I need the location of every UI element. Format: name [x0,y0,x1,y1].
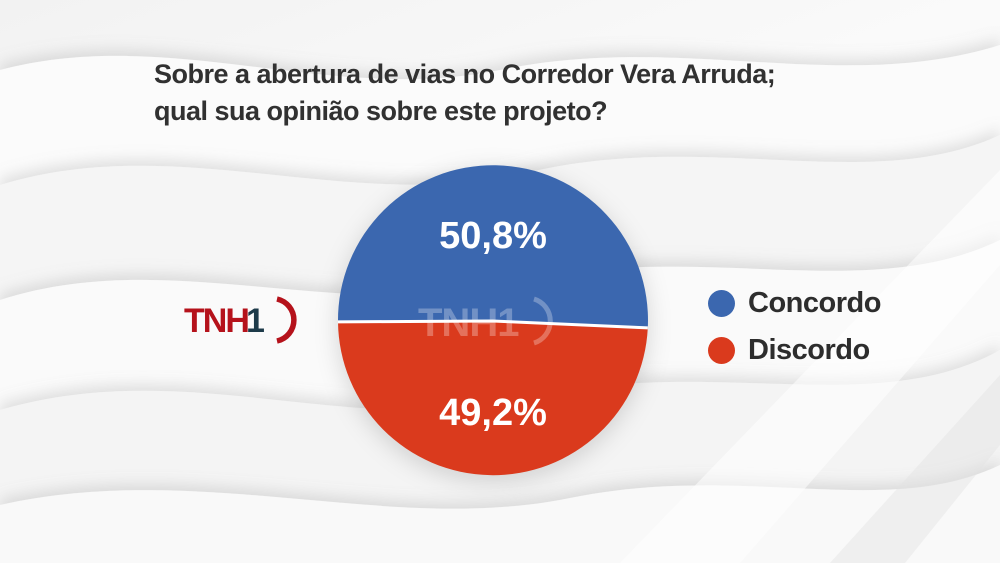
legend-label-discordo: Discordo [748,334,870,366]
poll-question-line2: qual sua opinião sobre este projeto? [154,96,608,126]
watermark-arc-icon [533,296,553,346]
tnh1-logo-number: 1 [246,302,264,340]
legend-label-concordo: Concordo [748,287,881,319]
legend-swatch-discordo [708,336,735,364]
pie-divider-line [337,319,648,330]
chart-legend: Concordo Discordo [708,288,881,382]
pie-slice-discordo [338,321,648,476]
watermark-text: TNH1 [418,301,519,345]
legend-item-discordo: Discordo [708,335,881,365]
pie-chart-area: TNH1 50,8% 49,2% [323,151,663,491]
pie-chart [337,165,648,476]
tnh1-watermark: TNH1 [418,296,553,346]
legend-item-concordo: Concordo [708,288,881,318]
pie-slice-concordo [337,165,648,328]
diagonal-crease [620,170,1000,563]
tnh1-logo-arc-icon [276,296,297,344]
tnh1-logo: TNH 1 [184,296,297,344]
pie-value-label-discordo: 49,2% [439,392,547,434]
poll-question-line1: Sobre a abertura de vias no Corredor Ver… [154,59,776,89]
tnh1-logo-brand-text: TNH [184,302,248,340]
poll-question: Sobre a abertura de vias no Corredor Ver… [154,56,776,130]
pie-value-label-concordo: 50,8% [439,215,547,257]
diagonal-crease [830,375,1000,563]
legend-swatch-concordo [708,289,735,317]
